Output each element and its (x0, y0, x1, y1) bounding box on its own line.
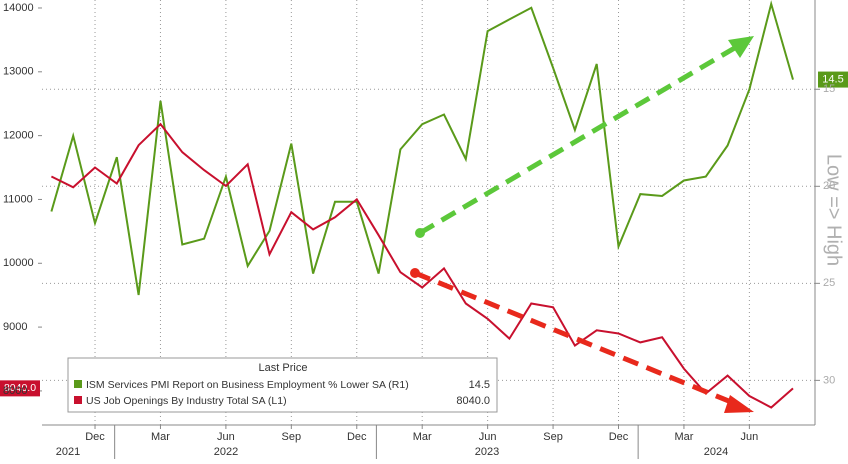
last-price-text: 14.5 (822, 73, 843, 85)
y-tick-label: 8000 (3, 385, 27, 397)
x-tick-label: Mar (151, 431, 170, 443)
x-tick-label: Dec (85, 431, 105, 443)
y-tick-label: 9000 (3, 321, 27, 333)
arrow-red (414, 270, 737, 407)
x-tick-label: Mar (413, 431, 432, 443)
x-year-label: 2021 (56, 446, 80, 458)
last-price-tag (0, 380, 40, 397)
y2-tick-label: 15 (823, 83, 835, 95)
series-line (50, 0, 794, 296)
y-tick-label: 13000 (3, 66, 34, 78)
y-tick-label: 10000 (3, 257, 34, 269)
legend-swatch (74, 380, 82, 388)
y2-tick-label: 25 (823, 277, 835, 289)
legend-label: ISM Services PMI Report on Business Empl… (86, 379, 409, 391)
last-price-tags: 14.5 8040.0 (0, 71, 848, 397)
x-year-label: 2024 (704, 446, 728, 458)
legend: Last Price ISM Services PMI Report on Bu… (67, 357, 498, 413)
y2-tick-label: 20 (823, 180, 835, 192)
series-line (50, 122, 794, 409)
x-tick-label: Mar (674, 431, 693, 443)
y2-tick-label: 30 (823, 374, 835, 386)
x-tick-label: Jun (479, 431, 497, 443)
arrow-head (724, 395, 754, 413)
x-tick-label: Dec (609, 431, 629, 443)
x-year-label: 2023 (475, 446, 499, 458)
legend-value: 8040.0 (456, 395, 490, 407)
y-tick-label: 11000 (3, 193, 33, 205)
legend-label: US Job Openings By Industry Total SA (L1… (86, 395, 287, 407)
last-price-tag (818, 71, 848, 88)
arrow-start (410, 268, 420, 278)
annotation-arrows (410, 36, 754, 413)
x-tick-label: Sep (543, 431, 563, 443)
y-tick-label: 12000 (3, 130, 34, 142)
arrow-green (418, 43, 740, 236)
x-tick-label: Dec (347, 431, 367, 443)
arrow-head (728, 36, 754, 58)
x-tick-label: Sep (282, 431, 302, 443)
legend-value: 14.5 (469, 379, 490, 391)
y2-axis-label: Low => High (823, 154, 845, 266)
last-price-text: 8040.0 (4, 382, 36, 394)
legend-box (67, 357, 498, 413)
x-year-label: 2022 (214, 446, 238, 458)
x-tick-label: Jun (217, 431, 235, 443)
arrow-start (415, 228, 425, 238)
legend-title: Last Price (259, 362, 308, 374)
series-lines (50, 0, 794, 409)
x-tick-label: Jun (741, 431, 759, 443)
legend-swatch (74, 396, 82, 404)
y-tick-label: 14000 (3, 2, 34, 14)
